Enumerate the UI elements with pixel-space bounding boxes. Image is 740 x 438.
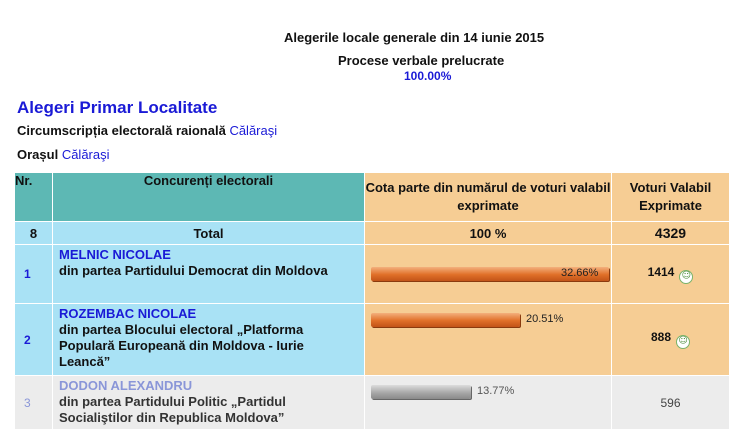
votes-cell: 596 xyxy=(611,375,730,430)
smiley-icon: ☺ xyxy=(676,335,691,349)
candidate-party: din partea Partidului Democrat din Moldo… xyxy=(59,263,328,278)
smiley-icon: ☺ xyxy=(679,269,694,284)
candidate-cell: ROZEMBAC NICOLAE din partea Blocului ele… xyxy=(52,303,365,376)
city-line: Orașul Călăraşi xyxy=(17,147,110,162)
col-header-nr: Nr. xyxy=(14,172,53,222)
city-label: Orașul xyxy=(17,147,59,162)
circumscription-line: Circumscripția electorală raională Călăr… xyxy=(17,123,277,138)
table-header-row: Nr. Concurenți electorali Cota parte din… xyxy=(14,172,730,222)
table-row: 3 DODON ALEXANDRU din partea Partidului … xyxy=(14,375,730,430)
table-row: 1 MELNIC NICOLAE din partea Partidului D… xyxy=(14,244,730,304)
share-label: 13.77% xyxy=(477,385,515,397)
election-title: Alegerile locale generale din 14 iunie 2… xyxy=(284,30,545,45)
candidate-name-link[interactable]: ROZEMBAC NICOLAE xyxy=(59,306,197,321)
share-label: 32.66% xyxy=(561,267,599,279)
total-label: Total xyxy=(52,221,365,245)
candidate-nr: 3 xyxy=(14,375,53,430)
candidate-name-link[interactable]: DODON ALEXANDRU xyxy=(59,378,193,393)
candidate-nr: 2 xyxy=(14,303,53,376)
candidate-party: din partea Blocului electoral „Platforma… xyxy=(59,322,304,369)
processed-reports-percent: 100.00% xyxy=(404,69,452,83)
share-bar xyxy=(371,267,609,281)
share-cell: 13.77% xyxy=(364,375,612,430)
circumscription-link[interactable]: Călăraşi xyxy=(229,123,278,138)
share-bar xyxy=(371,385,471,399)
col-header-votes: Voturi Valabil Exprimate xyxy=(611,172,730,222)
share-cell: 32.66% xyxy=(364,244,612,304)
candidate-name-link[interactable]: MELNIC NICOLAE xyxy=(59,247,171,262)
circumscription-label: Circumscripția electorală raională xyxy=(17,123,226,138)
votes-cell: 888 ☺ xyxy=(611,303,730,376)
total-share: 100 % xyxy=(364,221,612,245)
col-header-share: Cota parte din numărul de voturi valabil… xyxy=(364,172,612,222)
candidate-cell: DODON ALEXANDRU din partea Partidului Po… xyxy=(52,375,365,430)
candidate-party: din partea Partidului Politic „Partidul … xyxy=(59,394,286,425)
city-link[interactable]: Călăraşi xyxy=(61,147,110,162)
candidate-nr: 1 xyxy=(14,244,53,304)
share-cell: 20.51% xyxy=(364,303,612,376)
table-row: 2 ROZEMBAC NICOLAE din partea Blocului e… xyxy=(14,303,730,376)
section-title: Alegeri Primar Localitate xyxy=(17,98,218,117)
votes-value: 596 xyxy=(660,395,681,410)
share-label: 20.51% xyxy=(526,313,564,325)
processed-reports-label: Procese verbale prelucrate xyxy=(338,53,505,68)
results-table: Nr. Concurenți electorali Cota parte din… xyxy=(14,172,730,430)
col-header-competitors: Concurenți electorali xyxy=(52,172,365,222)
candidate-cell: MELNIC NICOLAE din partea Partidului Dem… xyxy=(52,244,365,304)
total-nr: 8 xyxy=(14,221,53,245)
total-votes: 4329 xyxy=(611,221,730,245)
share-bar xyxy=(371,313,520,327)
votes-cell: 1414 ☺ xyxy=(611,244,730,304)
votes-value: 888 xyxy=(650,330,672,344)
votes-value: 1414 xyxy=(647,264,675,279)
total-row: 8 Total 100 % 4329 xyxy=(14,221,730,245)
